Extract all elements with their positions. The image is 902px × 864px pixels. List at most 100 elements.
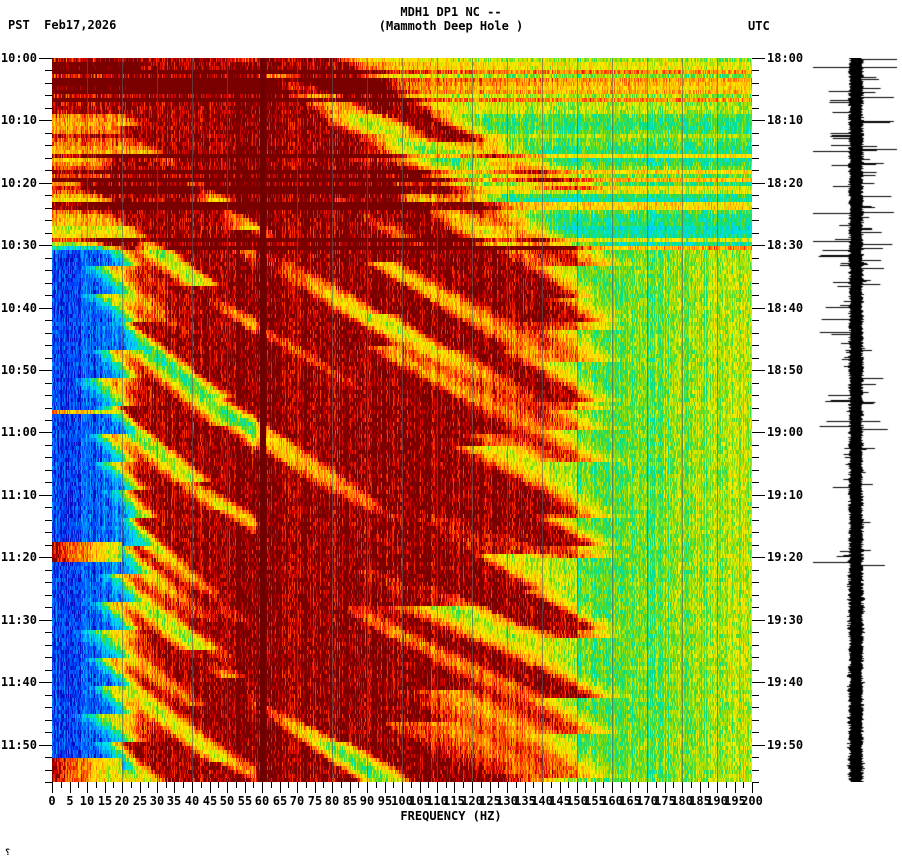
time-tick-minor <box>752 270 759 271</box>
freq-label: 175 <box>654 794 676 808</box>
time-tick-minor <box>752 582 759 583</box>
freq-tick-major <box>70 782 71 793</box>
freq-label: 40 <box>184 794 200 808</box>
freq-tick-major <box>437 782 438 793</box>
time-tick-minor <box>45 520 52 521</box>
freq-tick-major <box>630 782 631 793</box>
time-tick-major <box>39 308 52 309</box>
time-label-utc: 18:50 <box>767 363 804 377</box>
time-tick-minor <box>752 158 759 159</box>
freq-label: 120 <box>461 794 483 808</box>
time-axis-pst: 10:00 10:10 10:20 10:30 10:40 10:50 11:00 11:10… <box>0 52 52 783</box>
time-label-pst: 10:00 <box>0 51 37 65</box>
time-tick-minor <box>45 770 52 771</box>
time-tick-minor <box>752 358 759 359</box>
time-tick-minor <box>45 133 52 134</box>
freq-tick-major <box>560 782 561 793</box>
freq-label: 190 <box>706 794 728 808</box>
time-tick-minor <box>752 95 759 96</box>
freq-label: 70 <box>289 794 305 808</box>
time-tick-minor <box>45 532 52 533</box>
time-tick-major <box>39 495 52 496</box>
freq-label: 180 <box>671 794 693 808</box>
time-tick-major <box>752 370 765 371</box>
freq-label: 115 <box>443 794 465 808</box>
freq-label: 195 <box>724 794 746 808</box>
freq-tick-major <box>122 782 123 793</box>
freq-tick-minor <box>341 782 342 788</box>
freq-tick-minor <box>323 782 324 788</box>
time-tick-minor <box>45 408 52 409</box>
time-tick-minor <box>45 782 52 783</box>
time-tick-minor <box>752 470 759 471</box>
time-tick-minor <box>752 657 759 658</box>
freq-tick-major <box>367 782 368 793</box>
time-label-utc: 19:50 <box>767 738 804 752</box>
spectrogram-canvas[interactable] <box>52 58 752 782</box>
time-tick-major <box>752 745 765 746</box>
seismogram-trace-panel <box>812 58 898 782</box>
time-tick-minor <box>45 670 52 671</box>
freq-tick-major <box>297 782 298 793</box>
freq-tick-minor <box>568 782 569 788</box>
freq-tick-minor <box>96 782 97 788</box>
freq-label: 45 <box>202 794 218 808</box>
freq-label: 80 <box>324 794 340 808</box>
time-tick-minor <box>752 383 759 384</box>
freq-tick-major <box>490 782 491 793</box>
freq-tick-minor <box>428 782 429 788</box>
freq-tick-minor <box>306 782 307 788</box>
time-tick-minor <box>752 395 759 396</box>
freq-tick-minor <box>638 782 639 788</box>
freq-tick-minor <box>708 782 709 788</box>
time-tick-major <box>39 620 52 621</box>
time-label-utc: 19:40 <box>767 675 804 689</box>
seismogram-trace-canvas <box>812 58 898 782</box>
time-tick-minor <box>752 670 759 671</box>
freq-tick-major <box>87 782 88 793</box>
time-tick-minor <box>45 70 52 71</box>
freq-tick-minor <box>726 782 727 788</box>
time-label-utc: 18:30 <box>767 238 804 252</box>
time-label-utc: 18:10 <box>767 113 804 127</box>
time-tick-minor <box>752 70 759 71</box>
time-tick-minor <box>45 283 52 284</box>
time-tick-minor <box>752 258 759 259</box>
freq-tick-major <box>700 782 701 793</box>
time-tick-minor <box>45 645 52 646</box>
freq-label: 135 <box>514 794 536 808</box>
time-tick-minor <box>45 208 52 209</box>
time-tick-minor <box>752 532 759 533</box>
time-tick-major <box>39 370 52 371</box>
time-tick-major <box>752 432 765 433</box>
freq-tick-minor <box>481 782 482 788</box>
freq-tick-major <box>577 782 578 793</box>
time-tick-minor <box>752 133 759 134</box>
freq-label: 55 <box>237 794 253 808</box>
time-tick-minor <box>752 345 759 346</box>
freq-tick-minor <box>393 782 394 788</box>
time-tick-minor <box>45 383 52 384</box>
freq-tick-major <box>507 782 508 793</box>
time-label-utc: 18:40 <box>767 301 804 315</box>
time-tick-major <box>752 58 765 59</box>
freq-tick-minor <box>131 782 132 788</box>
time-tick-minor <box>752 732 759 733</box>
time-tick-minor <box>752 757 759 758</box>
time-tick-major <box>752 557 765 558</box>
freq-tick-minor <box>551 782 552 788</box>
freq-tick-major <box>665 782 666 793</box>
freq-tick-major <box>280 782 281 793</box>
time-tick-major <box>752 495 765 496</box>
time-tick-minor <box>45 395 52 396</box>
time-tick-minor <box>752 520 759 521</box>
freq-tick-major <box>752 782 753 793</box>
freq-label: 170 <box>636 794 658 808</box>
time-tick-minor <box>45 345 52 346</box>
freq-label: 200 <box>741 794 763 808</box>
spectrogram-plot[interactable] <box>52 58 752 782</box>
freq-label: 150 <box>566 794 588 808</box>
time-tick-major <box>39 245 52 246</box>
freq-tick-minor <box>201 782 202 788</box>
time-tick-minor <box>45 320 52 321</box>
